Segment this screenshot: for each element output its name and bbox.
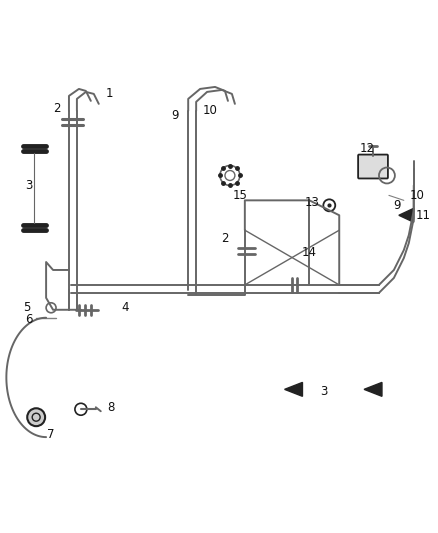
Text: 3: 3: [25, 179, 33, 192]
Polygon shape: [399, 208, 414, 222]
Text: 14: 14: [302, 246, 317, 259]
Text: 2: 2: [221, 232, 229, 245]
Text: 12: 12: [360, 142, 374, 155]
Circle shape: [27, 408, 45, 426]
Text: 1: 1: [106, 87, 113, 100]
Text: 6: 6: [25, 313, 33, 326]
Text: 9: 9: [172, 109, 179, 122]
Text: 2: 2: [53, 102, 61, 115]
Text: 15: 15: [233, 189, 247, 202]
Text: 4: 4: [122, 301, 129, 314]
Text: 8: 8: [107, 401, 114, 414]
Text: 3: 3: [321, 385, 328, 398]
Text: 13: 13: [305, 196, 320, 209]
FancyBboxPatch shape: [358, 155, 388, 179]
Text: 7: 7: [47, 427, 55, 441]
Text: 5: 5: [24, 301, 31, 314]
Text: 10: 10: [203, 104, 218, 117]
Polygon shape: [285, 382, 303, 397]
Polygon shape: [364, 382, 382, 397]
Text: 11: 11: [415, 209, 430, 222]
Text: 10: 10: [409, 189, 424, 202]
Text: 9: 9: [393, 199, 401, 212]
